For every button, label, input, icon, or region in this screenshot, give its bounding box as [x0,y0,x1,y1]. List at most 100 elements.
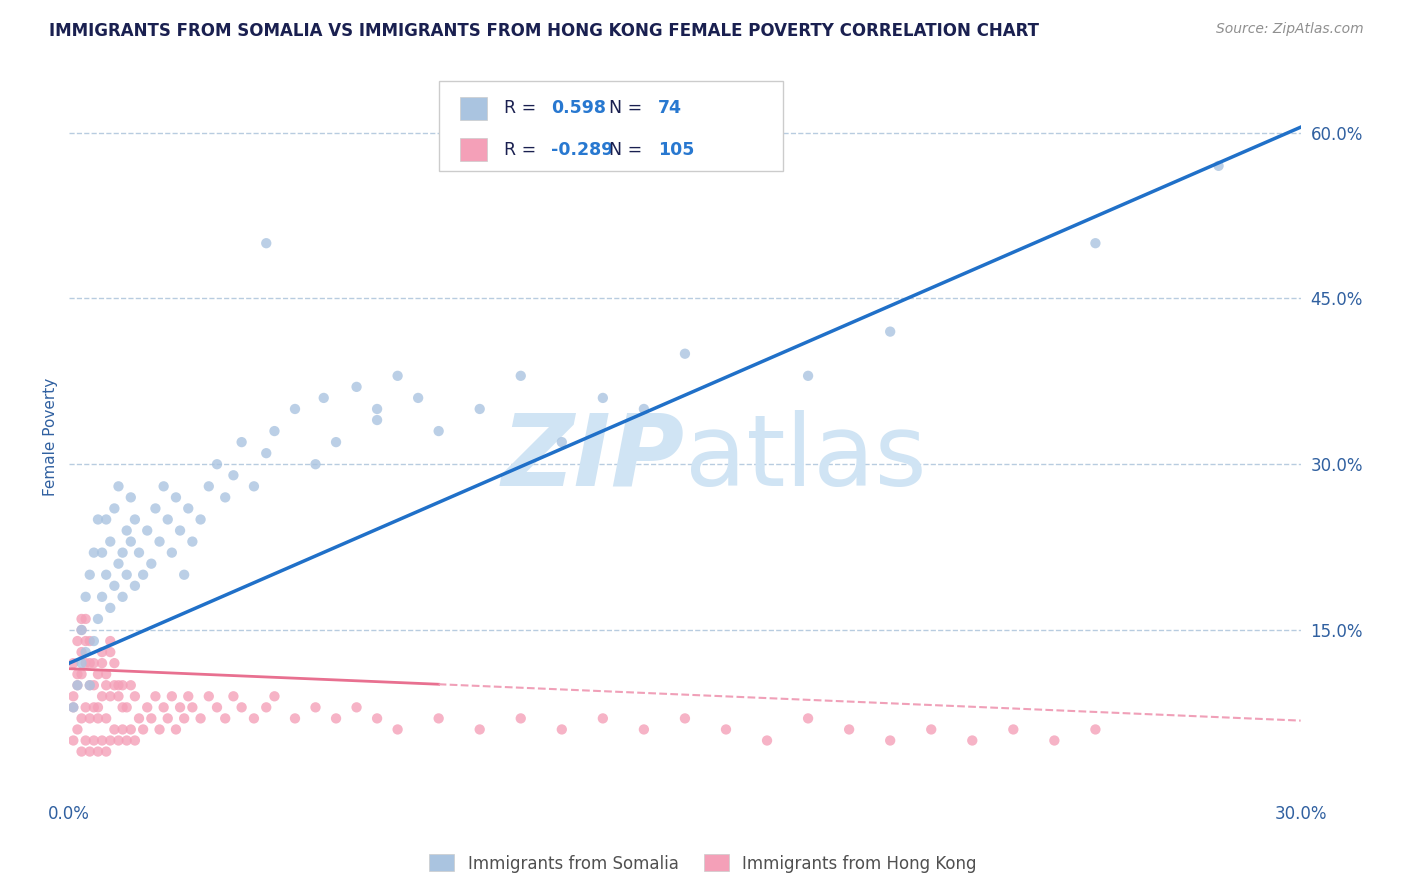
Point [96,745,118,759]
Point [132,723,155,737]
Point [190,711,212,725]
Text: ZIP: ZIP [502,409,685,507]
Point [1002,723,1025,737]
Point [136,524,159,538]
Point [96,567,118,582]
Point [103,678,125,692]
Point [111,590,134,604]
Point [1084,723,1107,737]
Text: N =: N = [609,99,647,118]
FancyBboxPatch shape [460,97,486,120]
Text: Source: ZipAtlas.com: Source: ZipAtlas.com [1216,22,1364,37]
Text: 74: 74 [658,99,682,118]
Point [156,711,179,725]
Text: 0.598: 0.598 [551,99,606,118]
Point [79,678,101,692]
Point [406,391,429,405]
Point [98,634,121,648]
Point [107,557,129,571]
Point [111,678,134,692]
Point [509,711,531,725]
Point [254,700,277,714]
Point [87,512,110,526]
Point [214,711,236,725]
Point [66,723,89,737]
Point [70,623,93,637]
Point [346,700,368,714]
Point [98,600,121,615]
Point [91,690,114,704]
Point [633,401,655,416]
Point [254,236,277,251]
Point [181,700,204,714]
Point [91,590,114,604]
Point [66,667,89,681]
Point [120,678,142,692]
Point [325,435,347,450]
Point [141,711,163,725]
Point [98,690,121,704]
Point [70,612,93,626]
Point [87,667,110,681]
Point [91,656,114,670]
Point [346,380,368,394]
Point [231,700,253,714]
Text: N =: N = [609,141,647,159]
Point [1043,733,1066,747]
Point [551,435,574,450]
Point [165,491,187,505]
Point [96,678,118,692]
Legend: Immigrants from Somalia, Immigrants from Hong Kong: Immigrants from Somalia, Immigrants from… [423,847,983,880]
Point [70,711,93,725]
Point [136,700,159,714]
Point [141,557,163,571]
Point [107,690,129,704]
Point [96,667,118,681]
Point [205,700,228,714]
Point [366,401,388,416]
Point [103,501,125,516]
Point [83,634,105,648]
Point [145,690,167,704]
Point [62,733,84,747]
Point [214,491,236,505]
Point [115,733,138,747]
Point [165,723,187,737]
Point [673,711,696,725]
Point [79,678,101,692]
Point [173,567,195,582]
Point [263,424,285,438]
Point [115,567,138,582]
Point [169,700,191,714]
Point [243,479,266,493]
Point [111,723,134,737]
Point [79,634,101,648]
Point [160,546,183,560]
Point [83,700,105,714]
Point [124,579,146,593]
Point [128,711,150,725]
Point [468,401,491,416]
Point [152,479,174,493]
Point [231,435,253,450]
Point [132,567,155,582]
Point [156,512,179,526]
Point [98,733,121,747]
Point [1084,236,1107,251]
Point [62,656,84,670]
Point [797,711,820,725]
Point [387,368,409,383]
Point [177,690,200,704]
FancyBboxPatch shape [460,138,486,161]
Point [325,711,347,725]
Point [284,711,307,725]
Point [756,733,779,747]
Point [263,690,285,704]
Point [592,391,614,405]
Point [75,590,97,604]
Point [75,700,97,714]
Point [145,501,167,516]
Point [70,656,93,670]
Point [87,700,110,714]
Point [96,711,118,725]
